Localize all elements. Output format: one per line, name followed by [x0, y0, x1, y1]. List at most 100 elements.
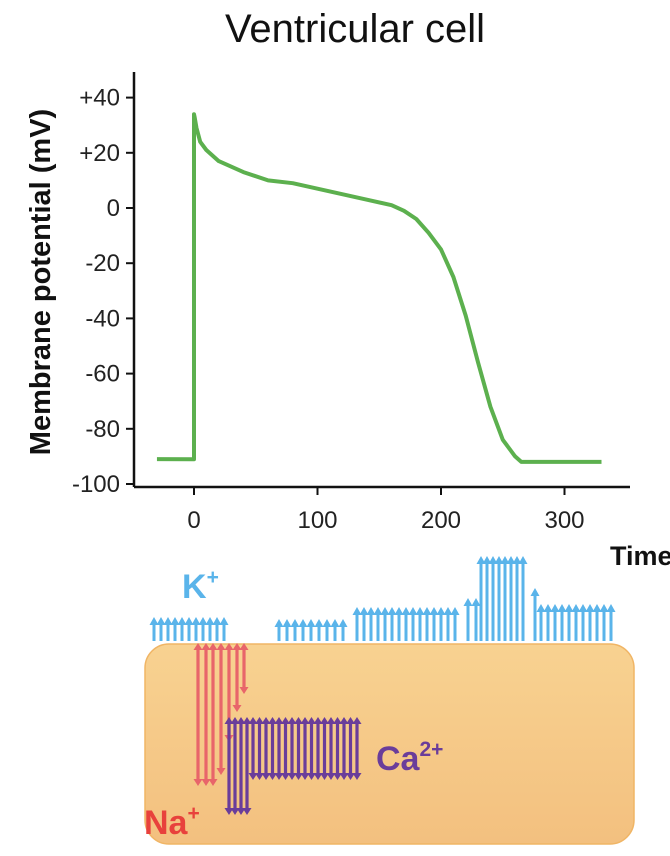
calcium-arrow: [307, 717, 316, 780]
calcium-arrow: [346, 717, 355, 780]
potassium-symbol: K: [182, 568, 207, 606]
potassium-arrow: [387, 607, 397, 641]
potassium-arrow: [518, 556, 528, 641]
potassium-arrow: [450, 607, 460, 641]
potassium-arrow: [408, 607, 418, 641]
calcium-arrow: [333, 717, 342, 780]
potassium-arrow: [500, 556, 510, 641]
potassium-charge: +: [207, 566, 219, 589]
potassium-arrow: [463, 598, 473, 641]
potassium-arrow: [512, 556, 522, 641]
potassium-arrow: [156, 617, 166, 641]
y-tick-label: -100: [72, 471, 120, 498]
potassium-arrow: [599, 604, 609, 641]
potassium-arrow: [471, 598, 481, 641]
x-tick-label: 0: [187, 507, 200, 534]
calcium-arrow: [236, 717, 246, 815]
calcium-arrow: [248, 717, 258, 780]
y-tick-label: 0: [107, 195, 120, 222]
potassium-arrow: [585, 604, 595, 641]
calcium-arrow: [281, 717, 290, 780]
potassium-arrow: [177, 617, 187, 641]
potassium-arrow: [494, 556, 504, 641]
potassium-arrow: [578, 604, 588, 641]
potassium-arrow: [359, 607, 369, 641]
calcium-arrow: [320, 717, 329, 780]
calcium-arrow: [230, 717, 240, 815]
potassium-arrow: [352, 607, 362, 641]
potassium-arrow: [306, 619, 316, 641]
x-axis-label: Time: [610, 541, 670, 571]
potassium-arrow: [205, 617, 215, 641]
potassium-arrow: [212, 617, 222, 641]
potassium-arrow: [322, 619, 332, 641]
potassium-arrow: [488, 556, 498, 641]
potassium-arrow: [571, 604, 581, 641]
potassium-arrow: [314, 619, 324, 641]
x-tick-label: 300: [544, 507, 584, 534]
sodium-symbol: Na: [144, 804, 189, 842]
potassium-arrow: [184, 617, 194, 641]
potassium-arrow: [443, 607, 453, 641]
potassium-arrow: [564, 604, 574, 641]
sodium-arrow: [208, 643, 218, 786]
calcium-arrow: [339, 717, 349, 780]
potassium-arrow: [550, 604, 560, 641]
calcium-arrow: [287, 717, 297, 780]
sodium-arrow: [193, 643, 203, 786]
axes: [132, 72, 630, 489]
potassium-arrow: [476, 556, 486, 641]
calcium-arrow: [300, 717, 310, 780]
y-tick-label: -80: [85, 416, 120, 443]
potassium-arrow: [543, 604, 553, 641]
potassium-arrow: [282, 619, 292, 641]
potassium-arrow: [163, 617, 173, 641]
y-tick-label: -40: [85, 305, 120, 332]
potassium-arrow: [506, 556, 516, 641]
potassium-arrow: [274, 619, 284, 641]
calcium-arrow: [313, 717, 323, 780]
potassium-arrow: [530, 588, 540, 641]
potassium-arrows: [149, 556, 616, 641]
sodium-arrow: [216, 643, 226, 775]
chart-title: Ventricular cell: [225, 7, 485, 51]
sodium-charge: +: [187, 802, 199, 825]
potassium-arrow: [219, 617, 229, 641]
y-axis-label: Membrane potential (mV): [25, 109, 57, 455]
potassium-arrow: [422, 607, 432, 641]
sodium-arrow: [232, 643, 242, 712]
y-tick-label: +40: [79, 85, 120, 112]
y-tick-label: -60: [85, 361, 120, 388]
sodium-arrow: [201, 643, 211, 786]
sodium-arrows: [193, 643, 249, 786]
calcium-arrow: [255, 717, 264, 780]
calcium-arrow: [261, 717, 271, 780]
potassium-arrow: [366, 607, 376, 641]
potassium-arrow: [380, 607, 390, 641]
calcium-arrow: [326, 717, 336, 780]
x-tick-label: 100: [297, 507, 337, 534]
calcium-arrow: [268, 717, 277, 780]
x-tick-label: 200: [421, 507, 461, 534]
potassium-arrow: [170, 617, 180, 641]
potassium-arrow: [394, 607, 404, 641]
potassium-arrow: [149, 617, 159, 641]
potassium-arrow: [401, 607, 411, 641]
calcium-label: Ca2+: [376, 738, 443, 778]
potassium-arrow: [482, 556, 492, 641]
potassium-arrow: [330, 619, 340, 641]
potassium-label: K+: [182, 566, 219, 606]
calcium-arrow: [224, 717, 234, 815]
potassium-arrow: [298, 619, 308, 641]
potassium-arrow: [373, 607, 383, 641]
potassium-arrow: [191, 617, 201, 641]
y-tick-label: +20: [79, 140, 120, 167]
calcium-arrow: [352, 717, 362, 780]
potassium-arrow: [338, 619, 348, 641]
potassium-arrow: [536, 604, 546, 641]
potassium-arrow: [429, 607, 439, 641]
calcium-arrows: [224, 717, 362, 815]
potassium-arrow: [198, 617, 208, 641]
potassium-arrow: [592, 604, 602, 641]
